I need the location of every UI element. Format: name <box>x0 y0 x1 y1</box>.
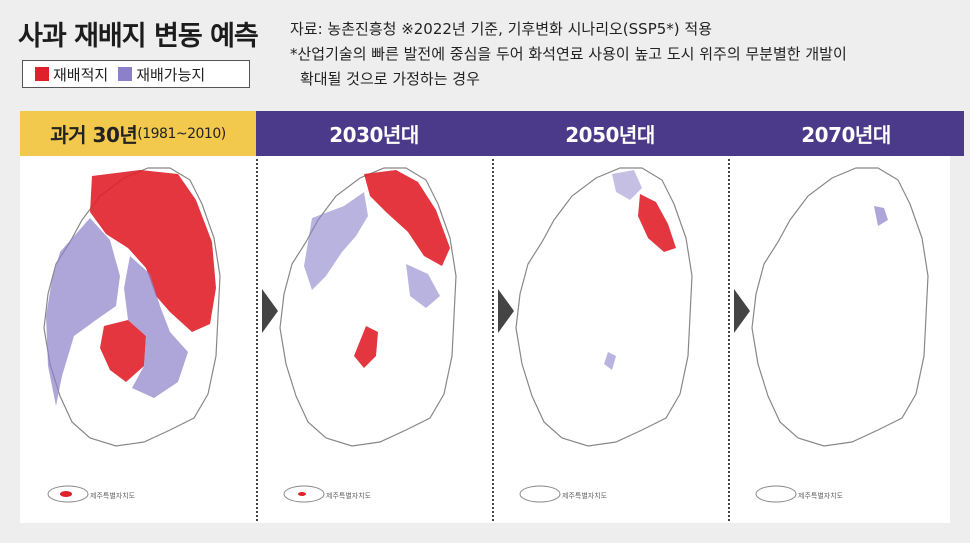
map-panels: 과거 30년 (1981~2010) 제주특별자치도 2030년대 <box>20 111 964 523</box>
page-title: 사과 재배지 변동 예측 <box>18 21 259 52</box>
jeju-label: 제주특별자치도 <box>562 491 608 500</box>
legend-label-suitable: 재배적지 <box>53 65 109 84</box>
panel-label: 2030년대 <box>329 123 419 147</box>
jeju-label: 제주특별자치도 <box>326 491 372 500</box>
suitable-area <box>638 194 676 252</box>
panel-label: 2070년대 <box>801 123 891 147</box>
possible-swatch-icon <box>118 67 133 81</box>
footnote-line-1: *산업기술의 빠른 발전에 중심을 두어 화석연료 사용이 높고 도시 위주의 … <box>290 45 847 63</box>
arrow-right-icon <box>262 289 278 333</box>
suitable-area <box>364 170 450 266</box>
source-note: 자료: 농촌진흥청 ※2022년 기준, 기후변화 시나리오(SSP5*) 적용 <box>290 20 713 38</box>
panel-divider <box>728 159 730 521</box>
panel-2050: 2050년대 제주특별자치도 <box>492 111 728 523</box>
panel-2030: 2030년대 제주특별자치도 <box>256 111 492 523</box>
possible-area <box>46 218 120 406</box>
arrow-right-icon <box>734 289 750 333</box>
legend-item-possible: 재배가능지 <box>118 64 205 85</box>
map-2050: 제주특별자치도 <box>492 156 728 523</box>
possible-area <box>406 264 440 308</box>
legend-label-possible: 재배가능지 <box>136 65 206 84</box>
suitable-area <box>100 320 146 382</box>
arrow-right-icon <box>498 289 514 333</box>
possible-area <box>124 256 188 398</box>
panel-past: 과거 30년 (1981~2010) 제주특별자치도 <box>20 111 256 523</box>
panel-header-past: 과거 30년 (1981~2010) <box>20 111 256 156</box>
legend-item-suitable: 재배적지 <box>35 64 108 85</box>
possible-area <box>612 170 642 200</box>
suitable-swatch-icon <box>35 67 49 81</box>
legend: 재배적지 재배가능지 <box>22 60 250 88</box>
suitable-area <box>90 170 216 332</box>
panel-divider <box>256 159 258 521</box>
panel-label: 2050년대 <box>565 123 655 147</box>
jeju-label: 제주특별자치도 <box>90 491 136 500</box>
jeju-suitable <box>60 491 72 497</box>
map-2030: 제주특별자치도 <box>256 156 492 523</box>
panel-header-2030: 2030년대 <box>256 111 492 156</box>
footnote-line-2: 확대될 것으로 가정하는 경우 <box>300 70 480 88</box>
suitable-area <box>354 326 378 368</box>
jeju-suitable <box>298 492 306 496</box>
panel-2070: 2070년대 제주특별자치도 <box>728 111 964 523</box>
jeju-island <box>755 485 797 503</box>
notes: 자료: 농촌진흥청 ※2022년 기준, 기후변화 시나리오(SSP5*) 적용… <box>290 17 847 92</box>
map-2070: 제주특별자치도 <box>728 156 964 523</box>
jeju-island <box>519 485 561 503</box>
korea-outline <box>515 167 693 447</box>
possible-area <box>874 206 888 226</box>
map-past: 제주특별자치도 <box>20 156 256 523</box>
panel-header-2050: 2050년대 <box>492 111 728 156</box>
possible-area <box>304 192 368 290</box>
panel-sub-label: (1981~2010) <box>137 125 226 142</box>
panel-header-2070: 2070년대 <box>728 111 964 156</box>
panel-label: 과거 30년 <box>50 123 138 147</box>
possible-area <box>604 352 616 370</box>
panel-divider <box>492 159 494 521</box>
jeju-label: 제주특별자치도 <box>798 491 844 500</box>
korea-outline <box>751 167 929 447</box>
